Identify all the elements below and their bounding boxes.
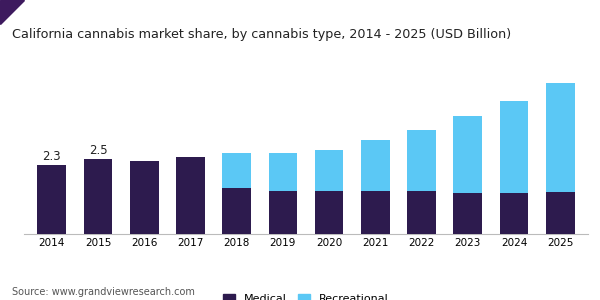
- Bar: [315, 150, 343, 190]
- Text: California cannabis market share, by cannabis type, 2014 - 2025 (USD Billion): California cannabis market share, by can…: [12, 28, 511, 41]
- Text: Source: www.grandviewresearch.com: Source: www.grandviewresearch.com: [12, 287, 195, 297]
- Bar: [407, 130, 436, 191]
- Bar: [269, 153, 297, 191]
- Bar: [223, 153, 251, 188]
- Legend: Medical, Recreational: Medical, Recreational: [218, 289, 394, 300]
- Bar: [315, 190, 343, 234]
- Bar: [361, 191, 389, 234]
- Bar: [83, 159, 112, 234]
- Bar: [454, 116, 482, 193]
- Bar: [269, 191, 297, 234]
- Bar: [130, 161, 158, 234]
- Bar: [223, 188, 251, 234]
- Bar: [500, 193, 529, 234]
- Polygon shape: [0, 0, 24, 24]
- Bar: [500, 101, 529, 193]
- Text: 2.3: 2.3: [43, 150, 61, 163]
- Bar: [37, 165, 66, 234]
- Bar: [454, 193, 482, 234]
- Bar: [407, 191, 436, 234]
- Bar: [176, 157, 205, 234]
- Bar: [546, 82, 575, 192]
- Bar: [546, 192, 575, 234]
- Bar: [361, 140, 389, 191]
- Text: 2.5: 2.5: [89, 144, 107, 157]
